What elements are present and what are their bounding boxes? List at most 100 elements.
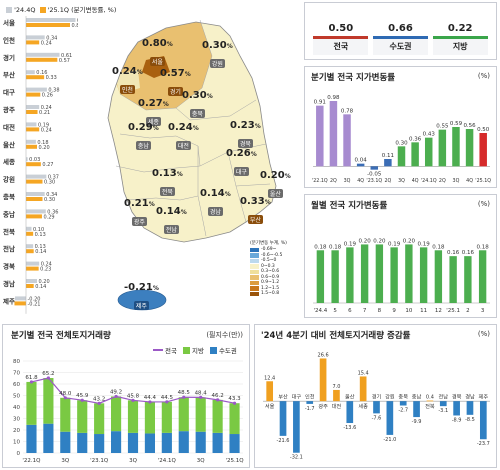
regional-row-label: 충남 <box>3 209 15 218</box>
bar-capital <box>161 432 172 453</box>
bar <box>434 250 443 303</box>
bar-value-label: 0.78 <box>341 108 354 114</box>
change-value-label: 0.4 <box>426 395 434 401</box>
regional-value-q1: 0.21 <box>39 110 50 116</box>
x-tick-label: 8 <box>378 308 382 314</box>
regional-value-q1: 0.80 <box>72 23 79 29</box>
regional-value-q1: 0.23 <box>40 267 51 273</box>
regional-row-label: 울산 <box>3 140 15 149</box>
regional-bar-q1 <box>26 144 37 149</box>
total-value-label: 45.8 <box>127 393 140 399</box>
regional-row-label: 충북 <box>3 192 15 201</box>
regional-value-q1: 0.14 <box>35 249 46 255</box>
change-category-label: 세종 <box>358 402 368 410</box>
map-value-incheon: 0.24 <box>112 66 137 77</box>
bar-value-label: 0.19 <box>344 241 357 247</box>
change-bar <box>333 389 340 402</box>
bar <box>331 250 339 303</box>
regional-row: 세종 0.030.27 <box>3 157 53 168</box>
map-legend-label: 1.5~0.8 <box>261 291 280 297</box>
bar-capital <box>195 431 206 453</box>
map-legend-label: 0~0.3 <box>261 263 275 269</box>
bar-value-label: 0.19 <box>418 241 431 247</box>
map-value-gangwon: 0.30 <box>202 40 227 51</box>
map-value-gwangju: 0.21 <box>124 198 149 209</box>
changes-chart: 12.4 서울 -21.6 부산 -32.1 대구-1.7 인천 26.6 광주 7.0 대전 -13… <box>263 352 490 461</box>
regional-value-q1: 0.57 <box>59 58 70 64</box>
x-tick-label: 3 <box>481 308 485 314</box>
x-tick-label: 6 <box>348 308 352 314</box>
map-tag-daegu: 대구 <box>233 167 249 176</box>
korea-map <box>107 19 277 311</box>
total-point <box>131 398 135 402</box>
map-value-chungnam: 0.29 <box>128 122 153 133</box>
monthly-chart: 0.18 '24.4 0.18 5 0.19 6 0.20 7 0.20 8 0.19 9 0.20 10… <box>313 238 490 314</box>
legend-label-q1: '25.1Q <box>47 6 70 14</box>
regional-row: 전남 0.130.14 <box>3 244 46 255</box>
change-category-label: 경북 <box>452 394 462 401</box>
change-category-label: 대전 <box>332 402 342 410</box>
bar-value-label: -0.05 <box>367 172 382 178</box>
monthly-unit: (%) <box>477 200 490 208</box>
bar <box>316 105 324 167</box>
map-legend: (분기변동 누계, %) -0.69~ -0.6~-0.5 -0.5~0 0~0.3 0… <box>250 240 296 297</box>
regional-bar-q1 <box>14 301 26 306</box>
regional-row-label: 전남 <box>3 244 15 253</box>
x-tick-label: 3Q <box>129 458 137 464</box>
map-legend-item: -0.5~0 <box>250 258 296 264</box>
x-tick-label: 4Q <box>466 178 473 184</box>
map-tag-gwangju: 광주 <box>131 217 147 226</box>
regional-value-q1: 0.14 <box>35 284 46 290</box>
legend-swatch-q4 <box>6 7 12 13</box>
y-tick-label: 80 <box>13 359 20 365</box>
map-legend-item: 0~0.3 <box>250 264 296 270</box>
map-tag-jeju: 제주 <box>133 301 149 310</box>
changes-unit: (%) <box>477 330 490 338</box>
changes-title: '24년 4분기 대비 전체토지거래량 증감률 <box>261 331 411 341</box>
x-tick-label: '23.1Q <box>90 458 109 464</box>
regional-bar-q4 <box>26 18 76 22</box>
summary-label: 수도권 <box>373 36 428 55</box>
regional-value-q4: 0.18 <box>37 140 48 146</box>
regional-row-label: 부산 <box>3 70 15 79</box>
region-borders <box>115 19 271 237</box>
map-legend-label: 1.2~1.5 <box>261 285 280 291</box>
bar-value-label: 0.36 <box>409 136 422 142</box>
summary-label: 지방 <box>432 36 488 55</box>
x-tick-label: '24.1Q <box>158 458 177 464</box>
y-tick-label: 60 <box>13 382 20 388</box>
change-value-label: 12.4 <box>264 375 275 381</box>
map-label-gangwon: 0.30% 강원 <box>202 40 233 68</box>
volume-unit: (필지수(만)) <box>206 331 243 339</box>
y-tick-label: 40 <box>13 405 20 411</box>
map-label-chungbuk: 0.30% 충북 <box>182 90 213 118</box>
map-outline <box>107 21 277 243</box>
regional-value-q4: 0.10 <box>33 227 44 233</box>
y-tick-label: 20 <box>13 428 20 434</box>
change-value-label: -2.7 <box>398 408 408 414</box>
regional-row: 인천 0.340.24 <box>3 35 57 46</box>
summary-value: 0.22 <box>447 23 473 34</box>
change-bar <box>359 376 367 402</box>
bar <box>346 247 354 303</box>
volume-legend-label: 수도권 <box>218 347 237 355</box>
regional-row-label: 강원 <box>3 175 15 184</box>
regional-row: 대구 0.380.26 <box>3 87 60 99</box>
bar-value-label: 0.59 <box>450 121 463 127</box>
bar-value-label: 0.18 <box>477 244 490 250</box>
bar-value-label: 0.16 <box>447 250 460 256</box>
bar <box>343 114 351 167</box>
regional-value-q4: 0.13 <box>35 244 46 250</box>
map-value-busan: 0.33 <box>240 196 265 207</box>
summary-box: 0.50 전국 0.66 수도권 0.22 지방 <box>304 2 497 60</box>
map-legend-item: 0.6~0.9 <box>250 275 296 281</box>
map-tag-gangwon: 강원 <box>209 59 225 68</box>
bar-value-label: 0.18 <box>329 244 342 250</box>
change-bar <box>306 401 314 404</box>
regional-row-label: 제주 <box>3 296 15 305</box>
regional-bar-q1 <box>26 110 38 114</box>
map-legend-label: -0.69~ <box>261 247 277 253</box>
changes-box: '24년 4분기 대비 전체토지거래량 증감률 (%) 12.4 서울 -21.6 부… <box>254 324 497 468</box>
regional-bar-q1 <box>26 75 45 80</box>
regional-value-q4: 0.34 <box>46 35 57 41</box>
